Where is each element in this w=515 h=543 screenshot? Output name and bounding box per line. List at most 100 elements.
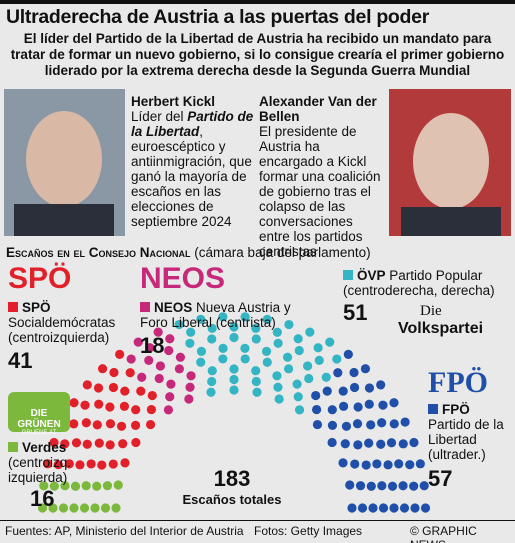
seat-dot (94, 399, 104, 409)
seat-dot (102, 481, 113, 491)
seat-dot (69, 398, 79, 408)
seat-dot (229, 332, 239, 343)
seat-dot (355, 481, 366, 491)
seat-dot (383, 460, 393, 470)
party-logo: FPÖ (428, 366, 488, 399)
seat-dot (364, 438, 374, 448)
seat-dot (378, 503, 389, 513)
seat-dot (251, 366, 261, 376)
seat-dot (332, 354, 342, 364)
party-swatch (428, 404, 438, 414)
seat-dot (133, 337, 143, 347)
seat-dot (240, 312, 250, 322)
seat-dot (137, 372, 147, 382)
seat-dot (400, 417, 410, 427)
seat-dot (144, 355, 154, 365)
seat-dot (353, 440, 363, 450)
seat-dot (345, 480, 355, 490)
seat-dot (340, 439, 350, 449)
seat-dot (261, 346, 272, 356)
party-seats: 41 (8, 348, 33, 373)
kickl-desc: , euroescéptico y antiinmigración, que g… (131, 124, 252, 229)
seat-dot (284, 319, 294, 330)
kickl-desc: Partido de la Libertad (131, 109, 254, 139)
seat-dot (81, 418, 91, 428)
party-seats: 51 (343, 300, 368, 325)
seat-dot (389, 503, 399, 513)
seat-dot (387, 481, 398, 491)
party-desc: (centroizq. izquierda) (8, 455, 72, 485)
seat-dot (130, 420, 141, 431)
seat-dot (353, 402, 363, 412)
seat-dot (163, 405, 174, 415)
seat-dot (69, 503, 79, 513)
seat-dot (364, 399, 374, 409)
kickl-desc: Líder del (131, 109, 188, 124)
vdb-name: Alexander Van der Bellen (259, 94, 377, 124)
seat-dot (272, 327, 282, 337)
seat-dot (419, 481, 429, 491)
seat-dot (184, 394, 194, 404)
seat-dot (357, 503, 368, 513)
seat-dot (53, 460, 63, 470)
seat-dot (293, 392, 303, 402)
seat-dot (64, 459, 74, 469)
party-swatch (8, 302, 18, 312)
party-desc: Partido de la Libertad (ultrader.) (428, 417, 504, 462)
party-seats: 57 (428, 466, 453, 491)
seat-dot (81, 481, 91, 491)
party-desc: Nueva Austria y Foro Liberal (centrista) (140, 300, 291, 330)
seat-dot (166, 379, 176, 389)
seat-dot (131, 405, 141, 415)
seat-dot (272, 371, 282, 381)
seat-dot (174, 319, 184, 330)
seat-dot (218, 354, 228, 364)
seat-dot (305, 327, 315, 337)
seat-dot (118, 439, 128, 449)
seat-dot (136, 386, 146, 396)
seat-dot (262, 314, 272, 325)
seat-dot (394, 459, 404, 469)
seat-dot (372, 459, 382, 469)
seat-dot (82, 380, 92, 390)
seat-dot (410, 503, 420, 513)
seat-dot (376, 380, 386, 390)
party-seats: 18 (140, 333, 165, 358)
seat-dot (409, 437, 419, 448)
total-seats: 183 (213, 466, 251, 491)
seat-dot (398, 439, 408, 449)
seat-dot (349, 382, 360, 393)
seat-dot (75, 460, 85, 470)
seat-dot (115, 349, 125, 359)
party-swatch (8, 442, 18, 452)
seat-dot (311, 404, 322, 415)
seat-dot (343, 349, 353, 359)
seat-dot (185, 338, 195, 348)
seat-dot (322, 386, 332, 396)
seat-dot (206, 387, 216, 397)
seat-dot (251, 376, 261, 387)
seat-dot (80, 400, 90, 410)
subtitle: El líder del Partido de la Libertad de A… (10, 31, 505, 78)
seat-dot (311, 390, 321, 401)
seat-dot (207, 334, 217, 344)
seat-dot (327, 437, 337, 448)
seat-dot (49, 437, 59, 448)
party-name: ÖVP (357, 268, 386, 283)
seat-dot (229, 364, 239, 374)
seat-dot (116, 421, 127, 431)
seat-dot (349, 367, 359, 378)
party-swatch (343, 270, 353, 280)
seat-dot (126, 354, 136, 364)
party-desc: Partido Popular (centroderecha, derecha) (343, 268, 495, 298)
seat-dot (377, 418, 387, 428)
seat-dot (389, 419, 399, 429)
seat-dot (165, 334, 175, 344)
seat-dot (58, 503, 69, 513)
party-name: SPÖ (22, 300, 51, 315)
seat-dot (312, 419, 323, 430)
party-logo: SPÖ (8, 262, 72, 295)
party-logo: DIE GRÜNEN GRUENE.AT (8, 392, 70, 436)
seat-dot (262, 357, 272, 367)
